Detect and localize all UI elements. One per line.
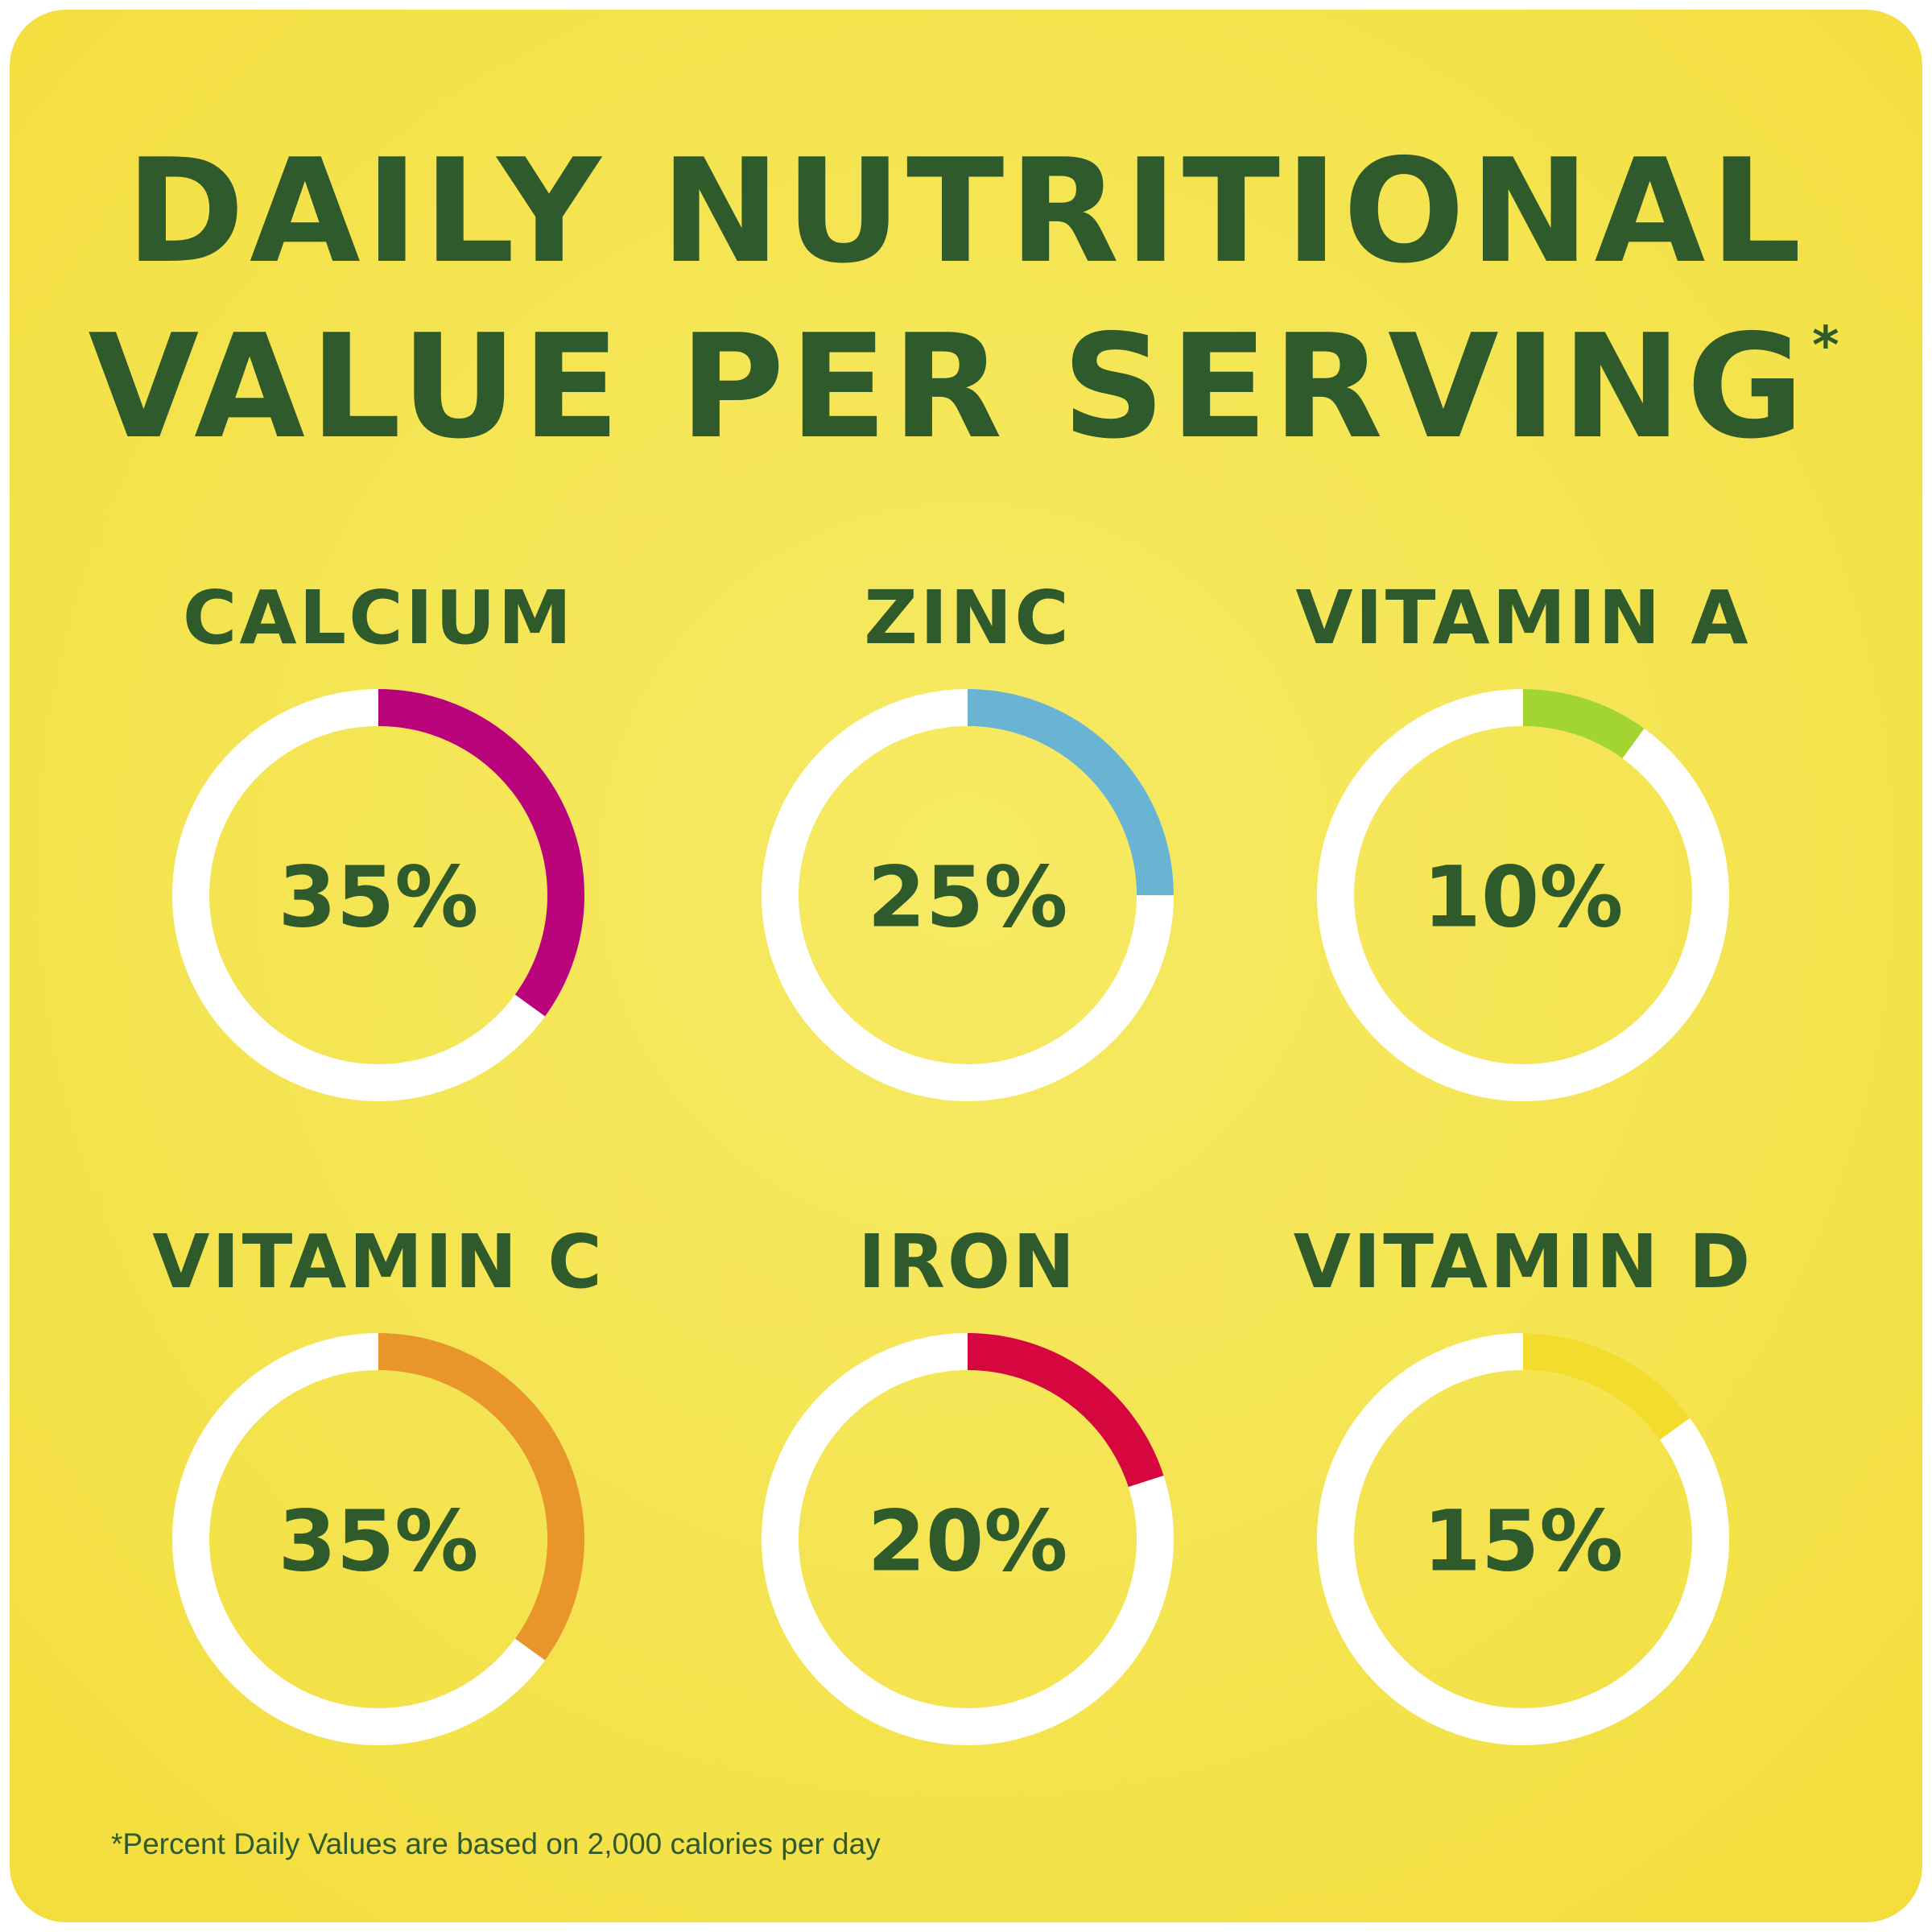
nutrient-label: VITAMIN D (1293, 1219, 1753, 1305)
title-line-1: DAILY NUTRITIONAL (126, 128, 1806, 295)
nutrient-vitamin-c: VITAMIN C 35% (97, 1209, 660, 1752)
donut-segment-vitamin-c (172, 1333, 584, 1745)
donut-value-label: 15% (1423, 1492, 1624, 1590)
nutrient-vitamin-d: VITAMIN D 15% (1241, 1209, 1805, 1752)
title-line-2-text: VALUE PER SERVING (88, 303, 1810, 470)
donut-segment-zinc (762, 689, 1174, 1101)
nutrient-zinc: ZINC 25% (686, 565, 1249, 1108)
nutrient-vitamin-a: VITAMIN A 10% (1241, 565, 1805, 1108)
donut-segment-iron (762, 1333, 1174, 1745)
donut-value-label: 20% (868, 1492, 1068, 1590)
donut-chart-zinc: 25% (762, 689, 1174, 1101)
nutrient-iron: IRON 20% (686, 1209, 1249, 1752)
donut-value-label: 10% (1423, 848, 1624, 946)
donut-segment-vitamin-a (1317, 689, 1729, 1101)
donut-chart-iron: 20% (762, 1333, 1174, 1745)
donut-chart-vitamin-d: 15% (1317, 1333, 1729, 1745)
nutrition-card: DAILY NUTRITIONAL VALUE PER SERVING* CAL… (10, 10, 1922, 1922)
nutrient-label: VITAMIN C (152, 1219, 605, 1305)
donut-segment-calcium (172, 689, 584, 1101)
nutrient-label: CALCIUM (182, 575, 575, 661)
title-footnote-marker: * (1812, 316, 1844, 376)
nutrient-calcium: CALCIUM 35% (97, 565, 660, 1108)
nutrient-label: IRON (857, 1219, 1078, 1305)
donut-chart-vitamin-a: 10% (1317, 689, 1729, 1101)
nutrient-label: VITAMIN A (1295, 575, 1751, 661)
donut-value-label: 35% (279, 1492, 479, 1590)
footnote: *Percent Daily Values are based on 2,000… (111, 1827, 881, 1860)
donut-chart-vitamin-c: 35% (172, 1333, 584, 1745)
donut-segment-vitamin-d (1317, 1333, 1729, 1745)
donut-value-label: 35% (279, 848, 479, 946)
donut-chart-calcium: 35% (172, 689, 584, 1101)
title-line-2: VALUE PER SERVING* (10, 316, 1922, 459)
donut-value-label: 25% (868, 848, 1068, 946)
nutrient-label: ZINC (864, 575, 1071, 661)
